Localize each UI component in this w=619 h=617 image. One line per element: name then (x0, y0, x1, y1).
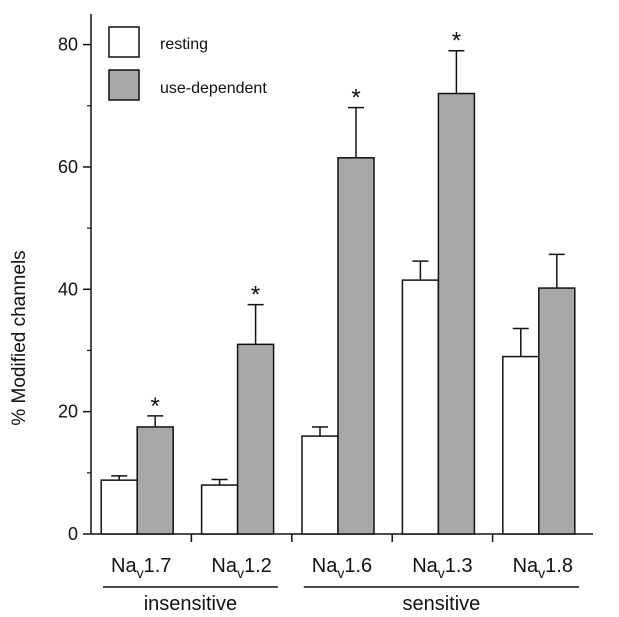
bar-use-dependent (236, 343, 275, 535)
legend-label-resting: resting (160, 36, 208, 53)
y-tick-label: 0 (68, 524, 78, 544)
y-tick-label: 40 (58, 279, 78, 299)
significance-star: * (452, 28, 461, 55)
legend-swatch-resting (108, 26, 140, 58)
y-tick-label: 80 (58, 35, 78, 55)
significance-star: * (351, 85, 360, 112)
group-label: insensitive (144, 593, 237, 615)
bar-use-dependent (136, 426, 174, 535)
bar-use-dependent (337, 157, 375, 535)
x-category-label: Nav1.7 (111, 555, 171, 581)
bar-use-dependent (538, 287, 576, 535)
y-tick-label: 20 (58, 402, 78, 422)
bar-resting (100, 479, 138, 535)
bar-resting (401, 279, 440, 535)
significance-star: * (151, 393, 160, 420)
group-label: sensitive (402, 593, 480, 615)
y-tick-label: 60 (58, 157, 78, 177)
x-category-label: Nav1.8 (513, 555, 573, 581)
bar-resting (200, 484, 239, 535)
significance-star: * (251, 282, 260, 309)
bar-resting (502, 355, 540, 535)
bar-use-dependent (437, 92, 476, 535)
x-category-label: Nav1.2 (211, 555, 271, 581)
legend: resting use-dependent (108, 26, 267, 101)
legend-swatch-use-dependent (108, 69, 140, 101)
x-category-label: Nav1.3 (412, 555, 472, 581)
legend-label-use-dependent: use-dependent (160, 80, 267, 97)
plot-area: 0 20 40 60 80 * Nav1.7 * Nav1.2 * Nav1.6 * Nav1.3 Nav… (58, 14, 593, 615)
y-axis-label: % Modified channels (9, 250, 30, 425)
bar-resting (301, 435, 339, 535)
x-category-label: Nav1.6 (312, 555, 372, 581)
